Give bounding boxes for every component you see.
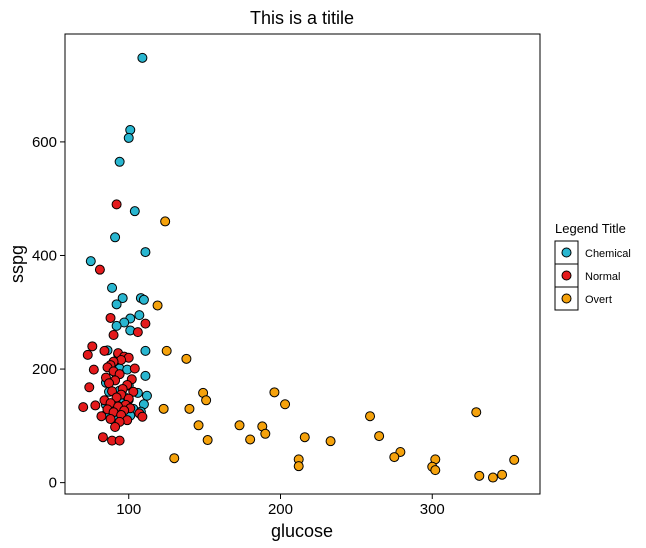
- point-overt: [158, 403, 169, 414]
- point-overt: [193, 420, 204, 431]
- point-overt: [202, 435, 213, 446]
- point-chemical: [111, 299, 122, 310]
- y-tick-label: 400: [32, 247, 57, 264]
- point-chemical: [85, 256, 96, 267]
- chart-title: This is a titile: [250, 8, 354, 28]
- x-tick-label: 200: [268, 501, 293, 518]
- legend-key-symbol: [561, 247, 572, 258]
- point-overt: [487, 472, 498, 483]
- point-normal: [90, 400, 101, 411]
- point-overt: [325, 436, 336, 447]
- point-overt: [365, 411, 376, 422]
- x-axis-label: glucose: [271, 521, 333, 541]
- point-overt: [280, 399, 291, 410]
- y-tick-label: 600: [32, 134, 57, 151]
- point-overt: [160, 216, 171, 227]
- point-normal: [137, 411, 148, 422]
- point-overt: [299, 432, 310, 443]
- point-chemical: [129, 206, 140, 217]
- point-overt: [497, 469, 508, 480]
- point-normal: [111, 199, 122, 210]
- point-normal: [132, 327, 143, 338]
- legend-label: Normal: [585, 271, 620, 283]
- data-points: [78, 52, 520, 483]
- point-chemical: [140, 247, 151, 258]
- point-chemical: [141, 390, 152, 401]
- point-overt: [430, 465, 441, 476]
- point-overt: [184, 403, 195, 414]
- point-normal: [94, 264, 105, 275]
- point-overt: [161, 345, 172, 356]
- x-tick-label: 300: [420, 501, 445, 518]
- legend-key-symbol: [561, 293, 572, 304]
- point-normal: [84, 382, 95, 393]
- point-chemical: [137, 52, 148, 63]
- point-normal: [96, 411, 107, 422]
- point-overt: [269, 387, 280, 398]
- point-chemical: [117, 293, 128, 304]
- point-normal: [97, 432, 108, 443]
- point-overt: [471, 407, 482, 418]
- legend: Legend Title Chemical Normal Overt: [554, 221, 631, 311]
- point-overt: [234, 420, 245, 431]
- point-overt: [509, 454, 520, 465]
- y-axis: 0 200 400 600: [32, 134, 65, 492]
- y-tick-label: 0: [49, 475, 57, 492]
- point-overt: [181, 353, 192, 364]
- point-chemical: [138, 294, 149, 305]
- point-normal: [87, 341, 98, 352]
- point-normal: [140, 318, 151, 329]
- point-normal: [108, 329, 119, 340]
- point-normal: [88, 364, 99, 375]
- point-normal: [128, 386, 139, 397]
- legend-title: Legend Title: [555, 221, 626, 236]
- point-normal: [99, 345, 110, 356]
- point-overt: [169, 453, 180, 464]
- x-tick-label: 100: [116, 501, 141, 518]
- point-overt: [389, 452, 400, 463]
- legend-key-symbol: [561, 270, 572, 281]
- point-chemical: [134, 310, 145, 321]
- point-normal: [105, 312, 116, 323]
- point-overt: [201, 395, 212, 406]
- point-chemical: [140, 345, 151, 356]
- point-overt: [260, 428, 271, 439]
- plot-panel-border: [64, 33, 541, 495]
- point-normal: [78, 402, 89, 413]
- point-normal: [129, 363, 140, 374]
- point-overt: [374, 431, 385, 442]
- point-chemical: [125, 124, 136, 135]
- x-axis: 100 200 300: [116, 494, 445, 518]
- point-chemical: [107, 282, 118, 293]
- point-normal: [82, 349, 93, 360]
- point-overt: [293, 461, 304, 472]
- point-chemical: [140, 370, 151, 381]
- legend-label: Overt: [585, 294, 612, 306]
- point-normal: [105, 414, 116, 425]
- point-overt: [245, 434, 256, 445]
- point-chemical: [110, 232, 121, 243]
- point-chemical: [111, 320, 122, 331]
- y-axis-label: sspg: [7, 245, 27, 283]
- point-overt: [152, 300, 163, 311]
- point-chemical: [114, 156, 125, 167]
- point-normal: [110, 421, 121, 432]
- point-normal: [114, 435, 125, 446]
- point-chemical: [123, 132, 134, 143]
- y-tick-label: 200: [32, 361, 57, 378]
- legend-label: Chemical: [585, 248, 631, 260]
- point-overt: [474, 470, 485, 481]
